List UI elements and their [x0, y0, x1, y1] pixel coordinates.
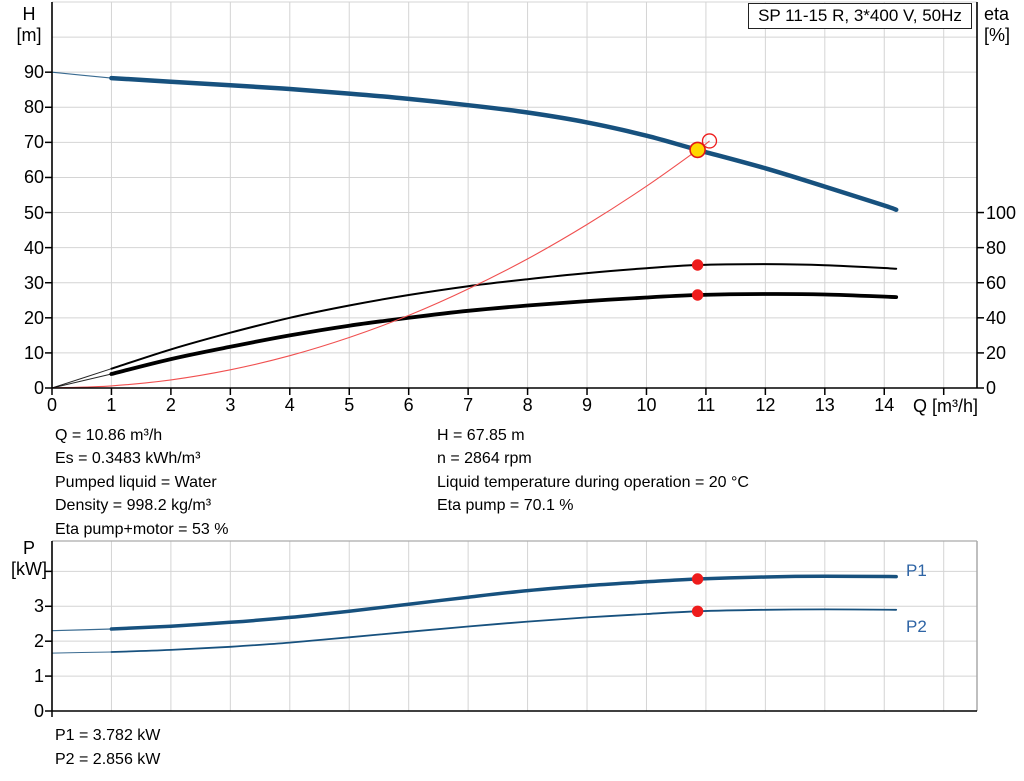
h-tick-label: 40 [23, 237, 44, 258]
q-tick-label: 3 [225, 395, 236, 415]
eta-tick-label: 40 [986, 307, 1007, 328]
p1-point [691, 573, 704, 585]
h-tick-label: 20 [23, 307, 44, 328]
info-p2: P2 = 2.856 kW [55, 751, 161, 768]
eta-tick-label: 60 [986, 272, 1007, 293]
q-tick-label: 7 [463, 395, 474, 415]
info-eta-pump-motor: Eta pump+motor = 53 % [55, 521, 229, 538]
info-density: Density = 998.2 kg/m³ [55, 497, 212, 514]
p-axis-title: P [kW] [8, 538, 50, 580]
q-tick-label: 6 [403, 395, 414, 415]
p2-curve [110, 608, 898, 653]
eta-tick-label: 80 [986, 237, 1007, 258]
h-tick-label: 0 [33, 378, 44, 398]
q-tick-label: 8 [522, 395, 533, 415]
p-tick-label: 0 [33, 701, 44, 721]
q-tick-label: 12 [755, 395, 776, 415]
p-axis-title-line1: P [22, 538, 35, 558]
p2-point [691, 605, 704, 618]
info-liquid: Pumped liquid = Water [55, 474, 217, 491]
eta-tick-label: 0 [986, 378, 997, 398]
q-tick-label: 1 [106, 395, 117, 415]
p1-curve-label: P1 [906, 561, 927, 580]
q-tick-label: 2 [165, 395, 176, 415]
q-tick-label: 5 [344, 395, 355, 415]
q-axis-title: Q [m³/h] [913, 396, 979, 416]
q-tick-label: 4 [284, 395, 295, 415]
info-p1: P1 = 3.782 kW [55, 727, 161, 744]
eta-axis-title-line1: eta [984, 4, 1010, 24]
p-tick-label: 3 [33, 596, 44, 617]
eta-tick-label: 100 [986, 202, 1017, 223]
q-tick-label: 9 [582, 395, 593, 415]
h-tick-label: 50 [23, 202, 44, 223]
eta-pump-point [691, 259, 704, 271]
p1-curve-thin [51, 628, 112, 632]
info-h: H = 67.85 m [437, 427, 525, 444]
duty-point-reference [701, 133, 718, 149]
p-tick-label: 2 [33, 631, 44, 652]
eta-pump-motor-curve [109, 292, 899, 376]
eta-axis-title: eta [%] [984, 4, 1024, 46]
q-tick-label: 11 [696, 395, 716, 415]
h-tick-label: 60 [23, 167, 44, 188]
h-tick-label: 90 [23, 62, 44, 83]
p2-curve-thin [51, 651, 112, 654]
eta-pump-motor-point [691, 289, 704, 301]
h-axis-title-line1: H [22, 4, 36, 24]
h-q-curve-thin [51, 71, 112, 79]
info-eta-pump: Eta pump = 70.1 % [437, 497, 574, 514]
p-axis-title-line2: [kW] [11, 559, 47, 579]
q-tick-label: 14 [874, 395, 895, 415]
pump-title: SP 11-15 R, 3*400 V, 50Hz [758, 6, 962, 25]
q-tick-label: 10 [636, 395, 657, 415]
h-axis-title: H [m] [10, 4, 48, 46]
pump-title-box: SP 11-15 R, 3*400 V, 50Hz [748, 3, 972, 29]
h-tick-label: 30 [23, 272, 44, 293]
eta-pump-curve [110, 263, 898, 370]
p2-curve-label: P2 [906, 617, 927, 636]
info-es: Es = 0.3483 kWh/m³ [55, 450, 201, 467]
q-tick-label: 13 [814, 395, 835, 415]
h-axis-title-line2: [m] [16, 25, 42, 45]
p-tick-label: 1 [33, 666, 44, 687]
p1-curve [109, 574, 898, 631]
operating-point [689, 141, 706, 159]
eta-axis-title-line2: [%] [984, 25, 1011, 45]
info-q: Q = 10.86 m³/h [55, 427, 163, 444]
eta-tick-label: 20 [986, 342, 1007, 363]
info-n: n = 2864 rpm [437, 450, 532, 467]
info-temperature: Liquid temperature during operation = 20… [437, 474, 749, 491]
system-curve [51, 140, 710, 389]
h-tick-label: 10 [23, 342, 44, 363]
h-q-curve [109, 75, 899, 212]
h-tick-label: 80 [23, 97, 44, 118]
q-tick-label: 0 [46, 395, 57, 415]
h-tick-label: 70 [23, 132, 44, 153]
